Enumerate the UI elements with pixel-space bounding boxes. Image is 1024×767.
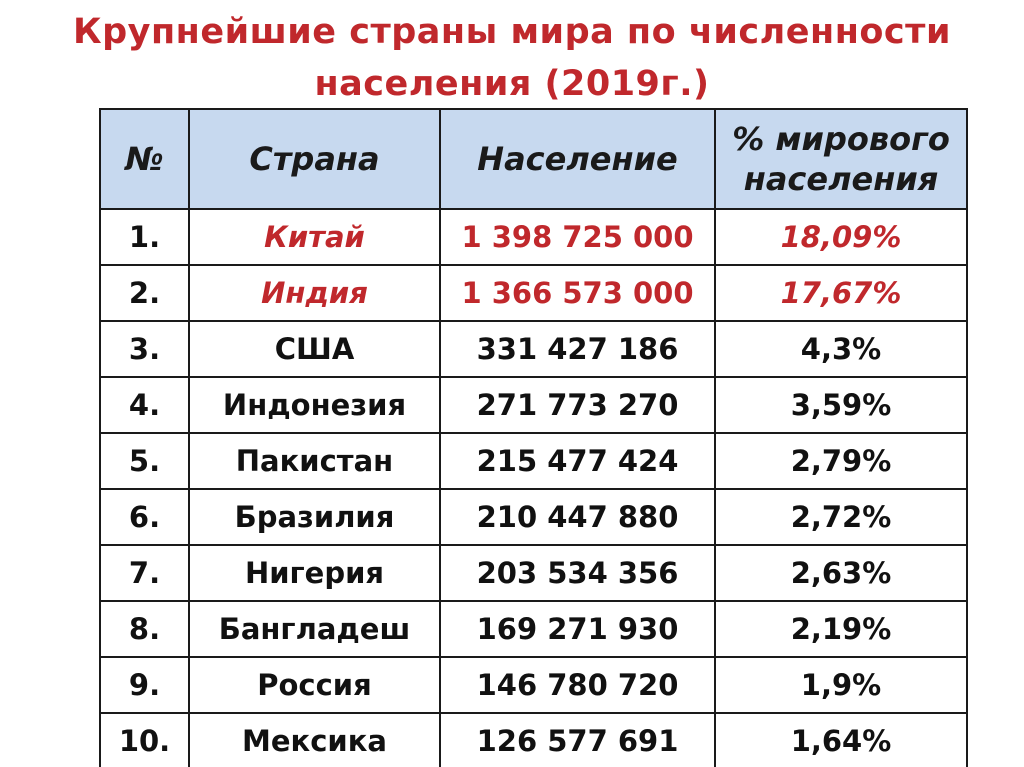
row-number: 7. xyxy=(99,544,190,602)
row-country: Бангладеш xyxy=(188,600,441,658)
row-share: 2,19% xyxy=(714,600,968,658)
row-population: 210 447 880 xyxy=(439,488,716,546)
row-share: 2,72% xyxy=(714,488,968,546)
row-number: 5. xyxy=(99,432,190,490)
row-share: 3,59% xyxy=(714,376,968,434)
table-row: 9. Россия 146 780 720 1,9% xyxy=(99,656,968,714)
row-share: 18,09% xyxy=(714,208,968,266)
table-row: 8. Бангладеш 169 271 930 2,19% xyxy=(99,600,968,658)
row-population: 1 366 573 000 xyxy=(439,264,716,322)
row-number: 8. xyxy=(99,600,190,658)
table-row: 5. Пакистан 215 477 424 2,79% xyxy=(99,432,968,490)
row-population: 169 271 930 xyxy=(439,600,716,658)
header-row: № Страна Население % мирового населения xyxy=(99,108,968,210)
population-table: № Страна Население % мирового населения … xyxy=(99,108,968,767)
row-country: Китай xyxy=(188,208,441,266)
row-share: 1,64% xyxy=(714,712,968,767)
table-row: 10. Мексика 126 577 691 1,64% xyxy=(99,712,968,767)
row-number: 9. xyxy=(99,656,190,714)
row-country: Пакистан xyxy=(188,432,441,490)
row-country: Индия xyxy=(188,264,441,322)
page-title: Крупнейшие страны мира по численности на… xyxy=(0,6,1024,110)
table-row: 3. США 331 427 186 4,3% xyxy=(99,320,968,378)
row-country: США xyxy=(188,320,441,378)
row-country: Бразилия xyxy=(188,488,441,546)
row-country: Нигерия xyxy=(188,544,441,602)
row-country: Россия xyxy=(188,656,441,714)
title-line-1: Крупнейшие страны мира по численности xyxy=(73,12,951,52)
header-population: Население xyxy=(439,108,716,210)
table-row: 6. Бразилия 210 447 880 2,72% xyxy=(99,488,968,546)
row-share: 2,79% xyxy=(714,432,968,490)
table-row: 1. Китай 1 398 725 000 18,09% xyxy=(99,208,968,266)
table-row: 7. Нигерия 203 534 356 2,63% xyxy=(99,544,968,602)
row-number: 3. xyxy=(99,320,190,378)
header-country: Страна xyxy=(188,108,441,210)
row-population: 331 427 186 xyxy=(439,320,716,378)
table-row: 2. Индия 1 366 573 000 17,67% xyxy=(99,264,968,322)
row-population: 146 780 720 xyxy=(439,656,716,714)
title-line-2: населения (2019г.) xyxy=(314,64,710,104)
header-share: % мирового населения xyxy=(714,108,968,210)
row-country: Мексика xyxy=(188,712,441,767)
row-share: 2,63% xyxy=(714,544,968,602)
row-population: 215 477 424 xyxy=(439,432,716,490)
row-share: 4,3% xyxy=(714,320,968,378)
row-population: 126 577 691 xyxy=(439,712,716,767)
row-country: Индонезия xyxy=(188,376,441,434)
row-number: 6. xyxy=(99,488,190,546)
row-number: 4. xyxy=(99,376,190,434)
row-population: 1 398 725 000 xyxy=(439,208,716,266)
row-population: 271 773 270 xyxy=(439,376,716,434)
row-population: 203 534 356 xyxy=(439,544,716,602)
row-share: 17,67% xyxy=(714,264,968,322)
row-number: 2. xyxy=(99,264,190,322)
header-number: № xyxy=(99,108,190,210)
row-number: 10. xyxy=(99,712,190,767)
row-share: 1,9% xyxy=(714,656,968,714)
table-row: 4. Индонезия 271 773 270 3,59% xyxy=(99,376,968,434)
row-number: 1. xyxy=(99,208,190,266)
